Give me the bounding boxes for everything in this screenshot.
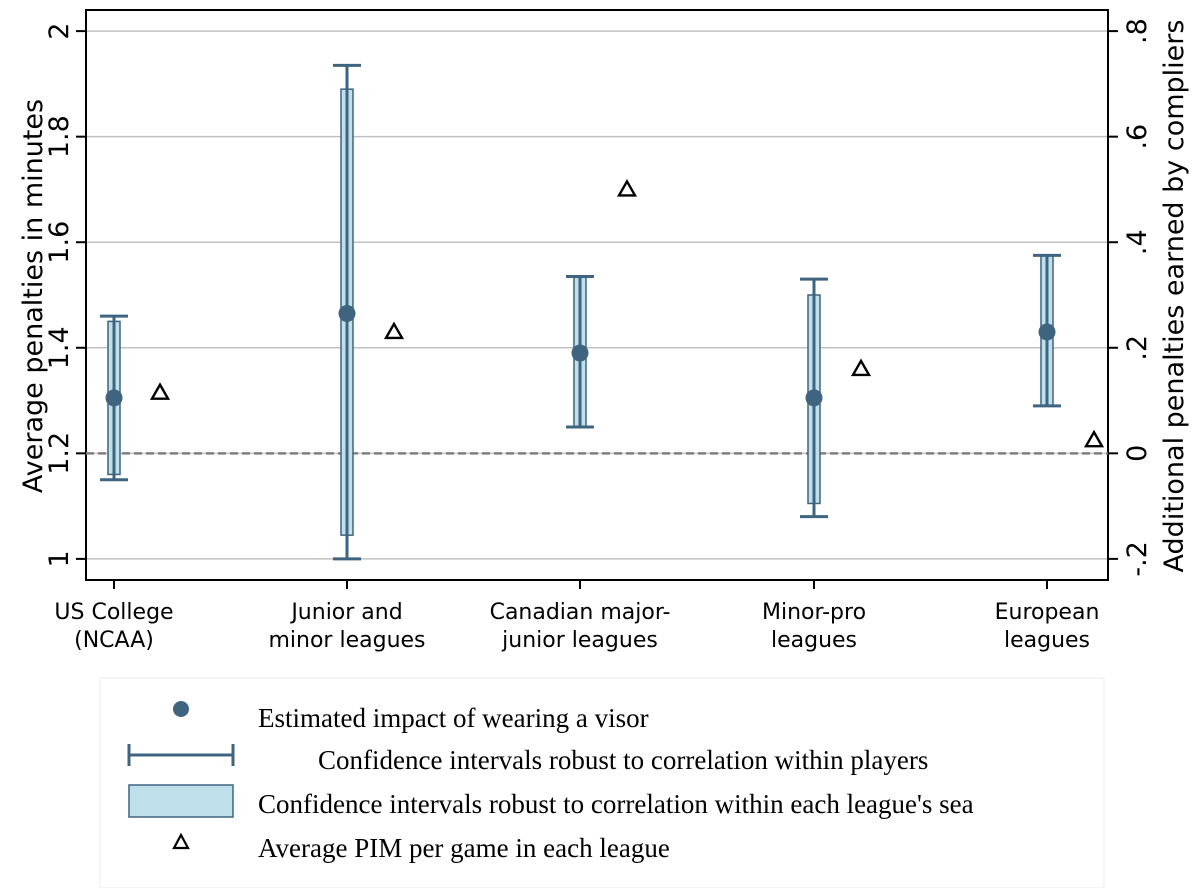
x-tick-label: Minor-pro bbox=[762, 600, 866, 625]
legend-frame bbox=[99, 677, 1105, 888]
axes: 1 1.2 1.4 1.6 1.8 2 -.2 0 .2 .4 .6 .8 bbox=[44, 18, 1153, 589]
x-tick-label: European bbox=[995, 600, 1100, 625]
avg-pim-triangle bbox=[616, 179, 638, 197]
x-axis-labels: US College (NCAA) Junior and minor leagues C… bbox=[54, 600, 1099, 653]
x-tick-label: (NCAA) bbox=[74, 628, 154, 653]
x-tick-label: Canadian major- bbox=[490, 600, 671, 625]
right-tick-label: 0 bbox=[1122, 445, 1153, 462]
estimate-point bbox=[571, 344, 589, 362]
avg-pim-triangle bbox=[383, 321, 405, 340]
legend-label-ci-players: Confidence intervals robust to correlati… bbox=[318, 745, 928, 775]
x-tick-label: leagues bbox=[771, 628, 857, 653]
plot-frame bbox=[85, 9, 1109, 581]
legend-marker-whisker bbox=[127, 744, 235, 766]
x-tick-label: US College bbox=[54, 600, 173, 625]
right-tick-label: -.2 bbox=[1122, 541, 1153, 577]
estimate-point bbox=[805, 389, 823, 407]
right-tick-label: .6 bbox=[1122, 124, 1153, 150]
right-tick-label: .4 bbox=[1122, 229, 1153, 255]
legend-label-estimate: Estimated impact of wearing a visor bbox=[258, 703, 649, 733]
estimate-point bbox=[338, 304, 356, 322]
estimate-point bbox=[105, 389, 123, 407]
x-tick-label: leagues bbox=[1004, 628, 1090, 653]
estimate-point bbox=[1038, 323, 1056, 341]
legend: Estimated impact of wearing a visor Conf… bbox=[99, 677, 1105, 888]
left-tick-label: 2 bbox=[44, 23, 75, 40]
x-tick-label: junior leagues bbox=[501, 628, 658, 653]
legend-label-pim: Average PIM per game in each league bbox=[258, 833, 670, 863]
legend-marker-triangle bbox=[172, 832, 190, 850]
left-tick-label: 1.6 bbox=[44, 221, 75, 264]
left-tick-label: 1.4 bbox=[44, 326, 75, 369]
left-tick-label: 1 bbox=[44, 550, 75, 567]
left-axis-title: Average penalties in minutes bbox=[18, 99, 49, 493]
chart-marks bbox=[86, 63, 1108, 561]
right-axis-title: Additional penalties earned by compliers bbox=[1159, 20, 1190, 573]
left-tick-label: 1.2 bbox=[44, 432, 75, 475]
avg-pim-triangle bbox=[1083, 429, 1105, 448]
avg-pim-triangle bbox=[149, 382, 171, 400]
avg-pim-triangle bbox=[850, 358, 872, 377]
x-tick-label: Junior and bbox=[289, 600, 402, 625]
grid-lines bbox=[86, 30, 1108, 560]
legend-label-ci-league: Confidence intervals robust to correlati… bbox=[258, 789, 974, 819]
right-tick-label: .2 bbox=[1122, 335, 1153, 361]
legend-marker-estimate bbox=[173, 701, 189, 717]
x-tick-label: minor leagues bbox=[268, 628, 425, 653]
right-tick-label: .8 bbox=[1122, 18, 1153, 44]
left-tick-label: 1.8 bbox=[44, 115, 75, 158]
legend-marker-box bbox=[128, 784, 234, 818]
